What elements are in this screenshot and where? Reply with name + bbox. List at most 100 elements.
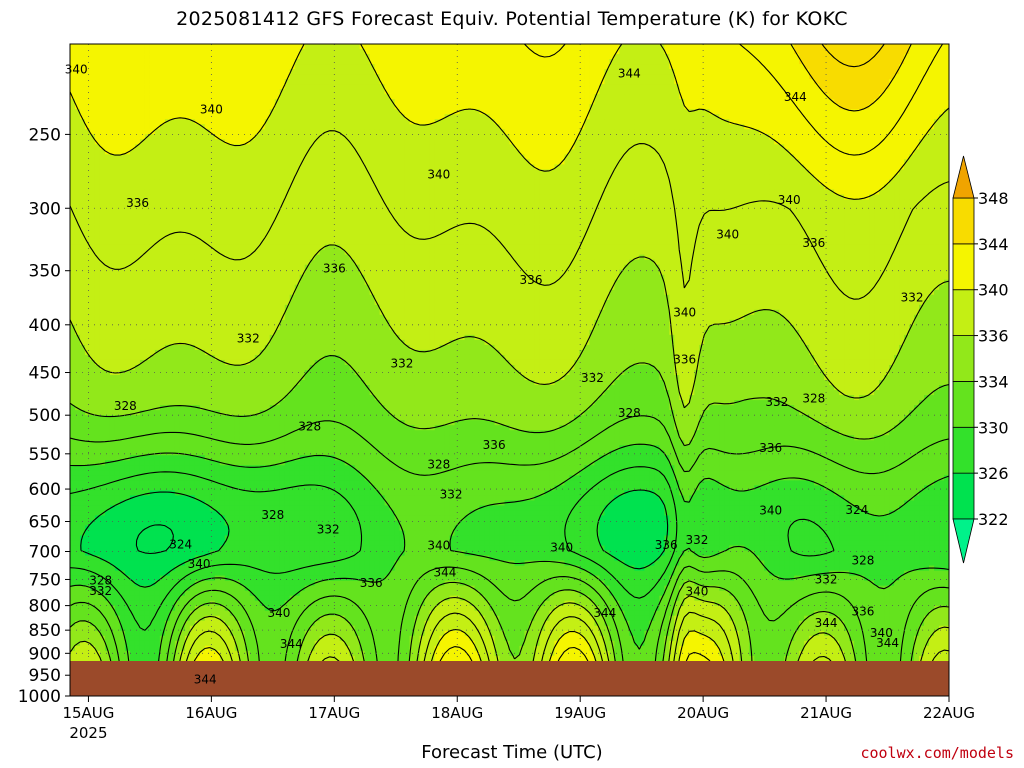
field-cell — [115, 59, 121, 65]
field-cell — [310, 69, 316, 75]
field-cell — [594, 69, 600, 75]
field-cell — [100, 94, 106, 100]
field-cell — [320, 99, 326, 105]
field-cell — [779, 169, 785, 175]
field-cell — [355, 49, 361, 55]
field-cell — [80, 174, 86, 180]
field-cell — [909, 134, 915, 140]
field-cell — [305, 119, 311, 125]
field-cell — [869, 139, 875, 145]
field-cell — [529, 54, 535, 60]
field-cell — [594, 104, 600, 110]
field-cell — [110, 64, 116, 70]
field-cell — [275, 109, 281, 115]
field-cell — [215, 119, 221, 125]
field-cell — [90, 119, 96, 125]
field-cell — [519, 64, 525, 70]
field-cell — [789, 174, 795, 180]
field-cell — [195, 139, 201, 145]
field-cell — [809, 154, 815, 160]
field-cell — [310, 54, 316, 60]
field-cell — [450, 64, 456, 70]
field-cell — [415, 154, 421, 160]
field-cell — [365, 69, 371, 75]
field-cell — [559, 114, 565, 120]
field-cell — [415, 174, 421, 180]
field-cell — [779, 149, 785, 155]
field-cell — [879, 179, 885, 185]
field-cell — [265, 174, 271, 180]
field-cell — [125, 144, 131, 150]
field-cell — [724, 74, 730, 80]
field-cell — [425, 94, 431, 100]
field-cell — [80, 104, 86, 110]
field-cell — [240, 54, 246, 60]
field-cell — [719, 134, 725, 140]
field-cell — [140, 154, 146, 160]
field-cell — [629, 114, 635, 120]
field-cell — [579, 89, 585, 95]
field-cell — [505, 119, 511, 125]
field-cell — [714, 124, 720, 130]
field-cell — [554, 154, 560, 160]
field-cell — [280, 154, 286, 160]
field-cell — [609, 179, 615, 185]
field-cell — [559, 169, 565, 175]
field-cell — [604, 79, 610, 85]
field-cell — [539, 64, 545, 70]
field-cell — [330, 124, 336, 130]
field-cell — [724, 174, 730, 180]
field-cell — [315, 109, 321, 115]
field-cell — [115, 49, 121, 55]
field-cell — [879, 74, 885, 80]
field-cell — [839, 164, 845, 170]
field-cell — [400, 84, 406, 90]
field-cell — [190, 154, 196, 160]
field-cell — [644, 89, 650, 95]
field-cell — [480, 89, 486, 95]
field-cell — [614, 94, 620, 100]
field-cell — [859, 179, 865, 185]
field-cell — [185, 49, 191, 55]
field-cell — [395, 149, 401, 155]
field-cell — [505, 84, 511, 90]
field-cell — [544, 169, 550, 175]
field-cell — [754, 64, 760, 70]
field-cell — [749, 144, 755, 150]
field-cell — [320, 124, 326, 130]
field-cell — [744, 114, 750, 120]
field-cell — [549, 174, 555, 180]
field-cell — [609, 79, 615, 85]
field-cell — [460, 104, 466, 110]
field-cell — [879, 169, 885, 175]
field-cell — [365, 94, 371, 100]
field-cell — [130, 124, 136, 130]
field-cell — [415, 139, 421, 145]
field-cell — [789, 64, 795, 70]
field-cell — [679, 109, 685, 115]
field-cell — [914, 94, 920, 100]
field-cell — [170, 159, 176, 165]
field-cell — [160, 59, 166, 65]
field-cell — [594, 129, 600, 135]
field-cell — [235, 164, 241, 170]
field-cell — [110, 104, 116, 110]
field-cell — [604, 99, 610, 105]
field-cell — [804, 179, 810, 185]
field-cell — [674, 94, 680, 100]
field-cell — [719, 164, 725, 170]
field-cell — [320, 94, 326, 100]
field-cell — [330, 99, 336, 105]
field-cell — [405, 159, 411, 165]
field-cell — [230, 89, 236, 95]
field-cell — [485, 169, 491, 175]
field-cell — [814, 94, 820, 100]
field-cell — [240, 89, 246, 95]
field-cell — [435, 74, 441, 80]
field-cell — [819, 49, 825, 55]
field-cell — [365, 119, 371, 125]
field-cell — [340, 154, 346, 160]
field-cell — [929, 79, 935, 85]
field-cell — [285, 144, 291, 150]
field-cell — [375, 89, 381, 95]
